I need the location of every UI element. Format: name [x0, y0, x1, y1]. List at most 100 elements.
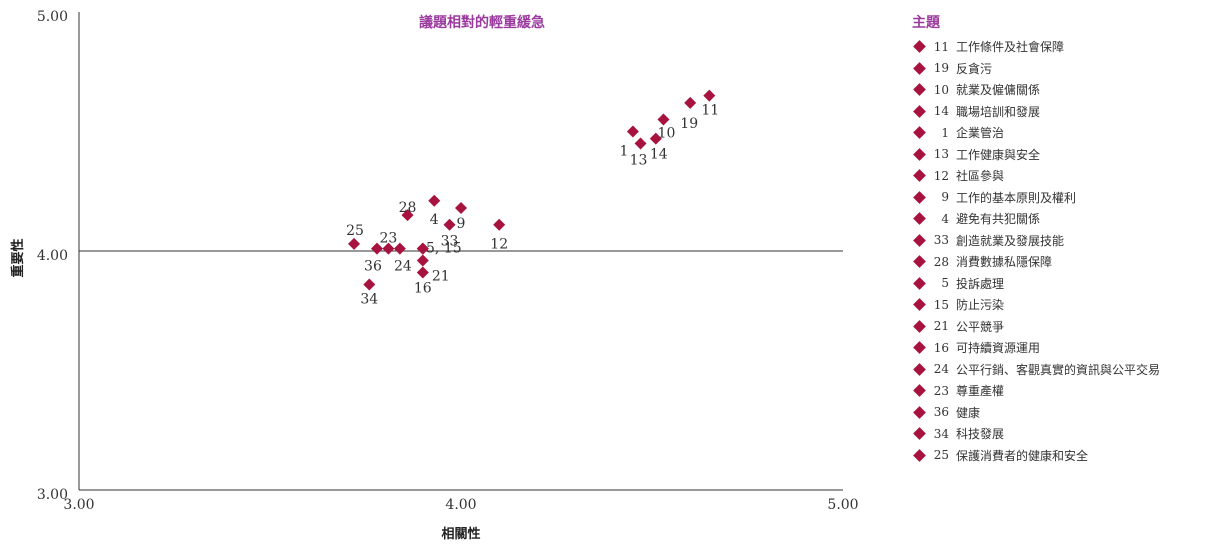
legend-item-label: 保護消費者的健康和安全 [956, 448, 1089, 463]
legend-item-12: 12 社區參與 [912, 165, 1202, 187]
legend-item-id: 19 [933, 61, 949, 76]
legend-item-id: 24 [933, 362, 949, 377]
point-label-9: 9 [457, 216, 466, 232]
point-label-33: 33 [441, 234, 459, 250]
diamond-marker-icon [913, 61, 926, 75]
legend-item-label: 消費數據私隱保障 [956, 255, 1053, 270]
legend-item-id: 25 [933, 448, 949, 463]
legend-item-id: 33 [933, 233, 949, 248]
diamond-marker-icon [913, 233, 926, 247]
legend-item-label: 防止污染 [956, 298, 1005, 313]
legend-item-id: 21 [933, 319, 949, 334]
diamond-marker-icon [913, 384, 926, 398]
diamond-marker-icon [913, 169, 926, 183]
y-tick-label: 4.00 [37, 248, 68, 264]
legend-items: 11 工作條件及社會保障 19 反貪污 10 就業及僱傭關係 14 職場培訓和發展 1 企業管治 1… [912, 36, 1202, 466]
data-point-23 [382, 242, 395, 255]
diamond-marker-icon [913, 190, 926, 204]
legend-item-label: 尊重產權 [956, 384, 1005, 399]
legend-item-id: 9 [941, 190, 949, 205]
legend-item-id: 12 [933, 168, 949, 183]
x-axis-title: 相關性 [441, 526, 480, 542]
data-point-19 [684, 96, 697, 109]
diamond-marker-icon [913, 362, 926, 376]
legend-item-id: 4 [941, 211, 949, 226]
point-label-14: 14 [650, 147, 668, 163]
point-label-12: 12 [490, 237, 508, 253]
diamond-marker-icon [913, 405, 926, 419]
legend-item-14: 14 職場培訓和發展 [912, 101, 1202, 123]
x-tick-label: 3.00 [63, 497, 94, 513]
legend-title: 主題 [912, 15, 940, 31]
data-point-21 [416, 254, 429, 267]
legend-item-id: 11 [933, 39, 949, 54]
point-label-13: 13 [630, 152, 648, 168]
legend-item-10: 10 就業及僱傭關係 [912, 79, 1202, 101]
legend-item-id: 1 [941, 125, 949, 140]
point-label-10: 10 [658, 126, 676, 142]
legend-item-15: 15 防止污染 [912, 294, 1202, 316]
point-label-11: 11 [701, 103, 719, 119]
legend-item-label: 公平競爭 [956, 319, 1005, 334]
diamond-marker-icon [913, 427, 926, 441]
point-label-25: 25 [346, 223, 364, 239]
point-label-16: 16 [414, 281, 432, 297]
axes: 3.00 4.00 5.00 3.00 4.00 5.00 [37, 9, 859, 513]
point-label-5: 5, 15 [426, 241, 462, 257]
data-point-34 [363, 278, 376, 291]
legend-item-label: 工作健康與安全 [956, 147, 1041, 162]
data-point-33 [443, 218, 456, 231]
legend-item-label: 健康 [956, 405, 981, 420]
point-label-4: 4 [430, 212, 439, 228]
data-point-36 [370, 242, 383, 255]
legend-item-id: 34 [933, 426, 949, 441]
legend-item-5: 5 投訴處理 [912, 273, 1202, 295]
point-label-23: 23 [380, 231, 398, 247]
point-label-21: 21 [432, 269, 450, 285]
data-point-14 [649, 132, 662, 145]
data-point-1 [626, 125, 639, 138]
legend-item-label: 避免有共犯關係 [956, 212, 1041, 227]
y-tick-label: 3.00 [37, 487, 68, 503]
data-point-9 [455, 201, 467, 214]
legend-item-id: 28 [933, 254, 949, 269]
point-label-1: 1 [619, 144, 628, 160]
legend-item-id: 23 [933, 383, 949, 398]
legend-item-label: 工作條件及社會保障 [956, 40, 1065, 55]
legend-item-11: 11 工作條件及社會保障 [912, 36, 1202, 58]
chart-title: 議題相對的輕重緩急 [419, 14, 545, 31]
diamond-marker-icon [913, 104, 926, 118]
data-point-16 [416, 266, 429, 279]
diamond-marker-icon [913, 40, 926, 54]
legend-item-id: 16 [933, 340, 949, 355]
legend-item-25: 25 保護消費者的健康和安全 [912, 445, 1202, 467]
legend-item-4: 4 避免有共犯關係 [912, 208, 1202, 230]
legend-item-label: 投訴處理 [956, 276, 1005, 291]
legend: 主題 11 工作條件及社會保障 19 反貪污 10 就業及僱傭關係 14 職場培訓和發展 1 企業… [912, 12, 1202, 466]
data-point-13 [634, 137, 647, 150]
legend-item-21: 21 公平競爭 [912, 316, 1202, 338]
legend-item-23: 23 尊重產權 [912, 380, 1202, 402]
legend-item-label: 就業及僱傭關係 [956, 83, 1041, 98]
legend-item-label: 創造就業及發展技能 [956, 233, 1065, 248]
legend-item-label: 企業管治 [956, 126, 1005, 141]
legend-item-label: 反貪污 [956, 61, 993, 76]
point-label-19: 19 [680, 116, 698, 132]
diamond-marker-icon [913, 255, 926, 269]
point-label-28: 28 [399, 200, 417, 216]
data-point-28 [401, 209, 414, 222]
legend-item-16: 16 可持續資源運用 [912, 337, 1202, 359]
data-point-15 [416, 242, 429, 255]
diamond-marker-icon [913, 341, 926, 355]
diamond-marker-icon [913, 83, 926, 97]
y-axis-title: 重要性 [10, 238, 26, 277]
legend-item-28: 28 消費數據私隱保障 [912, 251, 1202, 273]
data-point-11 [703, 89, 716, 102]
diamond-marker-icon [913, 276, 926, 290]
data-points [348, 89, 716, 291]
diamond-marker-icon [913, 212, 926, 226]
data-point-4 [428, 194, 441, 207]
y-tick-label: 5.00 [37, 9, 68, 25]
data-point-12 [493, 218, 506, 231]
